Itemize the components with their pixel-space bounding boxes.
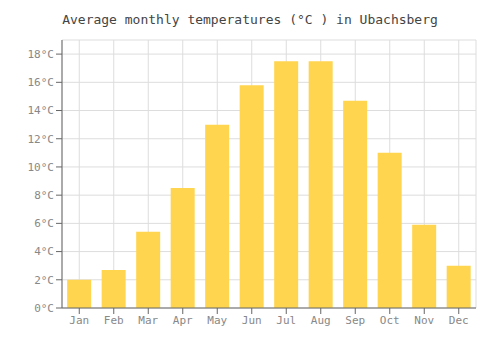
svg-text:Apr: Apr bbox=[173, 314, 193, 327]
svg-text:May: May bbox=[207, 314, 227, 327]
svg-text:6°C: 6°C bbox=[34, 217, 54, 230]
svg-text:8°C: 8°C bbox=[34, 189, 54, 202]
svg-text:2°C: 2°C bbox=[34, 274, 54, 287]
svg-text:Aug: Aug bbox=[311, 314, 331, 327]
svg-text:16°C: 16°C bbox=[28, 76, 55, 89]
svg-text:Jul: Jul bbox=[276, 314, 296, 327]
svg-text:Dec: Dec bbox=[449, 314, 469, 327]
svg-text:10°C: 10°C bbox=[28, 161, 55, 174]
svg-text:Jan: Jan bbox=[69, 314, 89, 327]
svg-text:Oct: Oct bbox=[380, 314, 400, 327]
svg-text:Jun: Jun bbox=[242, 314, 262, 327]
svg-text:Nov: Nov bbox=[414, 314, 434, 327]
svg-text:4°C: 4°C bbox=[34, 245, 54, 258]
html-text:Average monthly temperatures (: Average monthly temperatures (°C ) in Ub… bbox=[62, 12, 438, 27]
svg-text:Feb: Feb bbox=[104, 314, 124, 327]
svg-text:Mar: Mar bbox=[138, 314, 158, 327]
svg-text:0°C: 0°C bbox=[34, 302, 54, 315]
svg-text:14°C: 14°C bbox=[28, 104, 55, 117]
svg-text:Sep: Sep bbox=[345, 314, 365, 327]
svg-text:18°C: 18°C bbox=[28, 48, 55, 61]
svg-text:12°C: 12°C bbox=[28, 133, 55, 146]
